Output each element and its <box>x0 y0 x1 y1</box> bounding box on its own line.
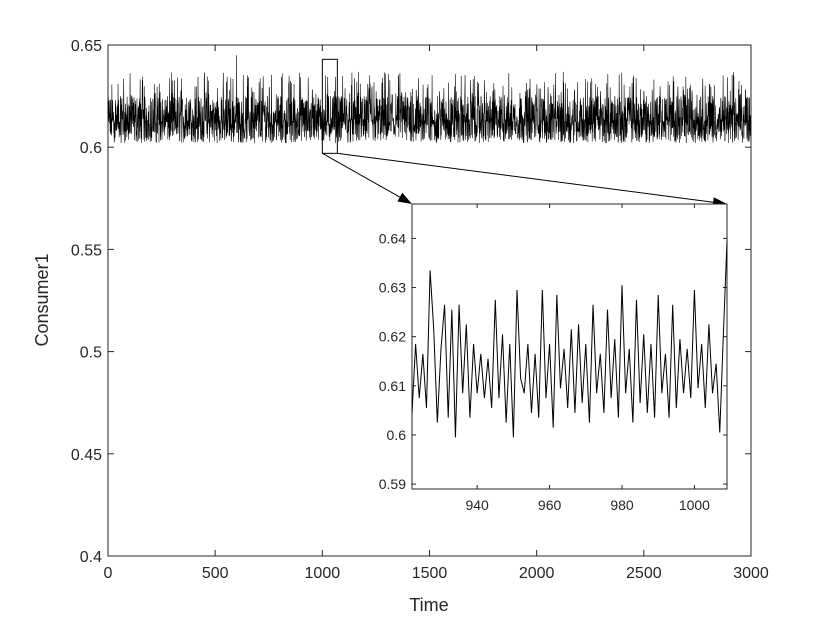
y-tick-label: 0.55 <box>71 242 102 259</box>
x-tick-label: 2500 <box>626 565 662 582</box>
inset-y-tick-label: 0.59 <box>379 476 406 492</box>
connector-arrow-left <box>322 152 401 198</box>
y-tick-label: 0.65 <box>71 38 102 55</box>
inset-y-axis: 0.59 0.6 0.61 0.62 0.63 0.64 <box>379 230 727 492</box>
inset-y-tick-label: 0.63 <box>379 280 406 296</box>
x-tick-label: 1000 <box>305 565 341 582</box>
main-y-axis: 0.4 0.45 0.5 0.55 0.6 0.65 <box>71 38 751 566</box>
inset-y-tick-label: 0.6 <box>387 427 407 443</box>
inset-x-tick-label: 940 <box>465 497 489 513</box>
connector-arrow-right <box>337 152 714 203</box>
y-tick-label: 0.45 <box>71 447 102 464</box>
inset-x-tick-label: 960 <box>538 497 562 513</box>
arrowhead-left <box>397 192 412 204</box>
y-tick-label: 0.6 <box>80 140 102 157</box>
inset-x-axis: 940 960 980 1000 <box>465 204 710 513</box>
zoom-box <box>321 58 338 154</box>
y-axis-label: Consumer1 <box>32 253 52 346</box>
main-x-axis: 0 500 1000 1500 2000 2500 3000 <box>104 45 769 582</box>
inset-y-tick-label: 0.61 <box>379 378 406 394</box>
x-tick-label: 500 <box>202 565 229 582</box>
x-axis-label: Time <box>409 595 448 615</box>
inset-series-line <box>411 240 728 438</box>
inset-y-tick-label: 0.64 <box>379 230 406 246</box>
inset-x-tick-label: 1000 <box>679 497 710 513</box>
inset-x-tick-label: 980 <box>610 497 634 513</box>
x-tick-label: 1500 <box>412 565 448 582</box>
main-series-line <box>107 55 752 144</box>
x-tick-label: 3000 <box>733 565 769 582</box>
inset-y-tick-label: 0.62 <box>379 329 406 345</box>
y-tick-label: 0.4 <box>80 549 102 566</box>
y-tick-label: 0.5 <box>80 345 102 362</box>
x-tick-label: 2000 <box>519 565 555 582</box>
x-tick-label: 0 <box>104 565 113 582</box>
